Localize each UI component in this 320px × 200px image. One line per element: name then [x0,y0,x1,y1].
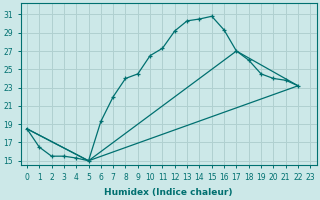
X-axis label: Humidex (Indice chaleur): Humidex (Indice chaleur) [104,188,233,197]
